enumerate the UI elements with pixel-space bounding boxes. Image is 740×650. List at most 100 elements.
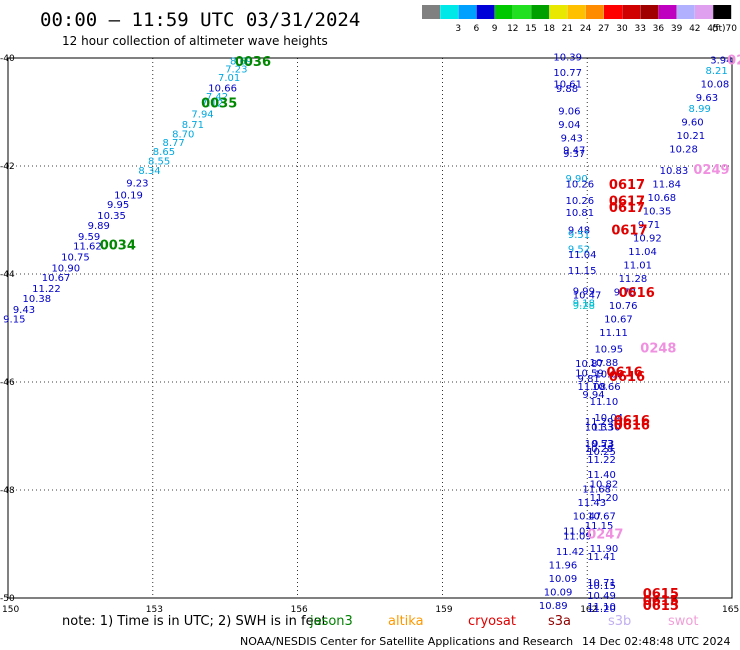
- legend-swatch: [422, 5, 440, 19]
- wave-height-label: 10.59: [575, 369, 604, 380]
- wave-height-label: 11.15: [568, 266, 597, 277]
- wave-height-label: 11.08: [578, 382, 607, 393]
- wave-height-label: 9.71: [638, 220, 660, 231]
- legend-swatch: [604, 5, 622, 19]
- wave-height-label: 10.90: [51, 263, 80, 274]
- wave-height-label: 10.67: [587, 512, 616, 523]
- legend-swatch: [585, 5, 604, 19]
- wave-height-label: 10.68: [648, 193, 677, 204]
- legend-label: 24: [580, 24, 592, 34]
- y-tick-label: -44: [0, 270, 15, 280]
- wave-height-label: 10.77: [553, 68, 582, 79]
- wave-height-label: 11.02: [563, 526, 592, 537]
- wave-height-label: 10.15: [587, 581, 616, 592]
- legend-label: 27: [598, 24, 609, 34]
- legend-label: 9: [492, 24, 498, 34]
- wave-height-label: 11.40: [587, 470, 616, 481]
- wave-height-label: 10.89: [539, 601, 568, 612]
- wave-height-label: 11.09: [563, 532, 592, 543]
- wave-height-label: 9.18: [573, 298, 595, 309]
- legend-swatch: [549, 5, 568, 19]
- wave-height-label: 9.63: [696, 93, 718, 104]
- wave-height-label: 7.94: [191, 109, 213, 120]
- wave-height-label: 11.04: [628, 247, 657, 258]
- wave-height-label: 11.04: [568, 250, 597, 261]
- wave-height-label: 11.28: [619, 274, 648, 285]
- page-subtitle: 12 hour collection of altimeter wave hei…: [62, 34, 328, 48]
- legend-swatch: [640, 5, 659, 19]
- credit-text: NOAA/NESDIS Center for Satellite Applica…: [240, 635, 573, 648]
- y-tick-label: -46: [0, 378, 15, 388]
- pass-id-label: 0615: [643, 599, 679, 614]
- wave-height-label: 10.38: [22, 294, 51, 305]
- legend-swatch: [713, 5, 732, 19]
- pass-id-labels: 0036003500340617061706170617061606160616…: [100, 53, 740, 613]
- wave-height-label: 10.49: [587, 591, 616, 602]
- footer: note: 1) Time is in UTC; 2) SWH is in fe…: [62, 614, 730, 648]
- wave-height-label: 11.62: [73, 242, 102, 253]
- wave-height-label: 11.11: [599, 328, 628, 339]
- wave-height-label: 9.23: [126, 179, 148, 190]
- wave-height-label: 10.67: [42, 273, 71, 284]
- wave-height-label: 9.95: [107, 200, 129, 211]
- wave-height-label: 11.29: [585, 417, 614, 428]
- wave-height-label: 10.71: [587, 578, 616, 589]
- wave-height-label: 9.06: [558, 107, 580, 118]
- pass-id-label: 0615: [643, 587, 679, 602]
- pass-id-label: 0247: [587, 528, 623, 543]
- wave-height-label: 9.78: [614, 288, 636, 299]
- legend-label: 42: [689, 24, 700, 34]
- wave-height-label: 10.81: [565, 208, 594, 219]
- footer-note: note: 1) Time is in UTC; 2) SWH is in fe…: [62, 614, 327, 629]
- pass-id-label: 0617: [609, 194, 645, 209]
- wave-height-label: 8.65: [153, 147, 175, 158]
- wave-height-label: 9.15: [3, 315, 25, 326]
- y-tick-label: -50: [0, 594, 15, 604]
- wave-height-label: 10.35: [97, 211, 126, 222]
- wave-height-label: 10.26: [565, 180, 594, 191]
- wave-height-label: 10.26: [565, 196, 594, 207]
- wave-height-label: 10.47: [573, 512, 602, 523]
- wave-height-label: 8.71: [182, 120, 204, 131]
- wave-height-label: 10.82: [590, 479, 619, 490]
- wave-height-label: 8.21: [705, 66, 727, 77]
- wave-height-label: 9.81: [578, 374, 600, 385]
- wave-height-label: 11.30: [592, 423, 621, 434]
- map-frame: [7, 57, 733, 599]
- wave-height-label: 10.19: [114, 190, 143, 201]
- wave-height-label: 10.76: [609, 301, 638, 312]
- wave-height-label: 10.66: [208, 83, 237, 94]
- wave-height-label: 7.23: [225, 65, 247, 76]
- wave-height-label: 10.88: [590, 358, 619, 369]
- legend-label: 30: [616, 24, 628, 34]
- wave-height-label: 11.22: [587, 455, 616, 466]
- wave-height-label: 11.43: [578, 498, 607, 509]
- legend-swatch: [476, 5, 495, 19]
- legend-label: 36: [653, 24, 665, 34]
- wave-height-label: 8.69: [230, 56, 252, 67]
- wave-height-label: 9.52: [568, 244, 590, 255]
- wave-height-label: 11.20: [590, 493, 619, 504]
- wave-height-label: 11.96: [549, 560, 578, 571]
- legend-label: 12: [507, 24, 518, 34]
- pass-id-label: 0615: [643, 594, 679, 609]
- legend-label: 45: [707, 24, 718, 34]
- legend-label: 3: [455, 24, 461, 34]
- wave-height-label: 9.51: [568, 230, 590, 241]
- wave-height-label: 10.33: [585, 423, 614, 434]
- pass-id-label: 0616: [614, 419, 650, 434]
- wave-height-label: 10.87: [575, 359, 604, 370]
- wave-height-label: 11.10: [587, 602, 616, 613]
- y-tick-label: -40: [0, 54, 15, 64]
- legend-swatch: [567, 5, 586, 19]
- satellite-legend-item: altika: [388, 614, 424, 629]
- wave-height-label: 11.68: [582, 485, 611, 496]
- wave-height-label: 10.92: [633, 234, 662, 245]
- wave-height-label: 10.04: [594, 413, 623, 424]
- wave-height-label: 10.53: [585, 439, 614, 450]
- wave-height-label: 11.22: [32, 284, 61, 295]
- wave-height-label: 11.90: [590, 544, 619, 555]
- wave-height-label: 10.61: [553, 80, 582, 91]
- wave-height-label: 10.68: [594, 370, 623, 381]
- wave-height-label: 9.89: [88, 221, 110, 232]
